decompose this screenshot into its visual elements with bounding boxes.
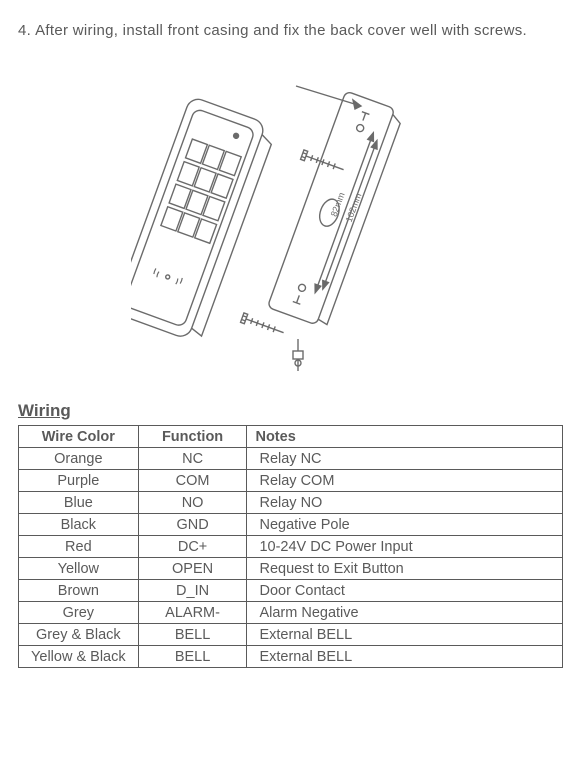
cell-wire-color: Red <box>19 536 139 558</box>
cell-notes: Negative Pole <box>247 514 563 536</box>
cell-function: NO <box>138 492 247 514</box>
cell-function: D_IN <box>138 580 247 602</box>
table-row: GreyALARM-Alarm Negative <box>19 602 563 624</box>
cell-function: BELL <box>138 624 247 646</box>
table-row: YellowOPENRequest to Exit Button <box>19 558 563 580</box>
header-notes: Notes <box>247 426 563 448</box>
table-row: BlackGNDNegative Pole <box>19 514 563 536</box>
instruction-text: After wiring, install front casing and f… <box>35 20 527 41</box>
cell-wire-color: Grey & Black <box>19 624 139 646</box>
table-row: BlueNORelay NO <box>19 492 563 514</box>
cell-function: GND <box>138 514 247 536</box>
cell-notes: Request to Exit Button <box>247 558 563 580</box>
cell-wire-color: Yellow & Black <box>19 646 139 668</box>
table-row: Grey & BlackBELLExternal BELL <box>19 624 563 646</box>
cell-notes: External BELL <box>247 646 563 668</box>
instruction-step: 4. After wiring, install front casing an… <box>18 20 563 41</box>
cell-wire-color: Orange <box>19 448 139 470</box>
cell-wire-color: Brown <box>19 580 139 602</box>
cell-wire-color: Yellow <box>19 558 139 580</box>
table-row: RedDC+10-24V DC Power Input <box>19 536 563 558</box>
install-diagram-svg: 82mm 102mm <box>131 51 451 371</box>
cell-notes: Relay NO <box>247 492 563 514</box>
cell-function: OPEN <box>138 558 247 580</box>
header-wire-color: Wire Color <box>19 426 139 448</box>
header-function: Function <box>138 426 247 448</box>
instruction-number: 4. <box>18 20 31 41</box>
table-row: PurpleCOMRelay COM <box>19 470 563 492</box>
table-row: Yellow & BlackBELLExternal BELL <box>19 646 563 668</box>
cell-notes: Alarm Negative <box>247 602 563 624</box>
table-row: BrownD_INDoor Contact <box>19 580 563 602</box>
cell-wire-color: Black <box>19 514 139 536</box>
cell-notes: 10-24V DC Power Input <box>247 536 563 558</box>
cell-wire-color: Purple <box>19 470 139 492</box>
section-title-wiring: Wiring <box>18 401 563 421</box>
cell-notes: Relay NC <box>247 448 563 470</box>
cell-function: COM <box>138 470 247 492</box>
table-header-row: Wire Color Function Notes <box>19 426 563 448</box>
cell-wire-color: Blue <box>19 492 139 514</box>
cell-function: BELL <box>138 646 247 668</box>
wiring-table: Wire Color Function Notes OrangeNCRelay … <box>18 425 563 668</box>
cell-function: ALARM- <box>138 602 247 624</box>
cell-wire-color: Grey <box>19 602 139 624</box>
table-row: OrangeNCRelay NC <box>19 448 563 470</box>
cell-notes: External BELL <box>247 624 563 646</box>
cell-function: DC+ <box>138 536 247 558</box>
cell-function: NC <box>138 448 247 470</box>
cell-notes: Door Contact <box>247 580 563 602</box>
install-diagram: 82mm 102mm <box>18 51 563 371</box>
cell-notes: Relay COM <box>247 470 563 492</box>
